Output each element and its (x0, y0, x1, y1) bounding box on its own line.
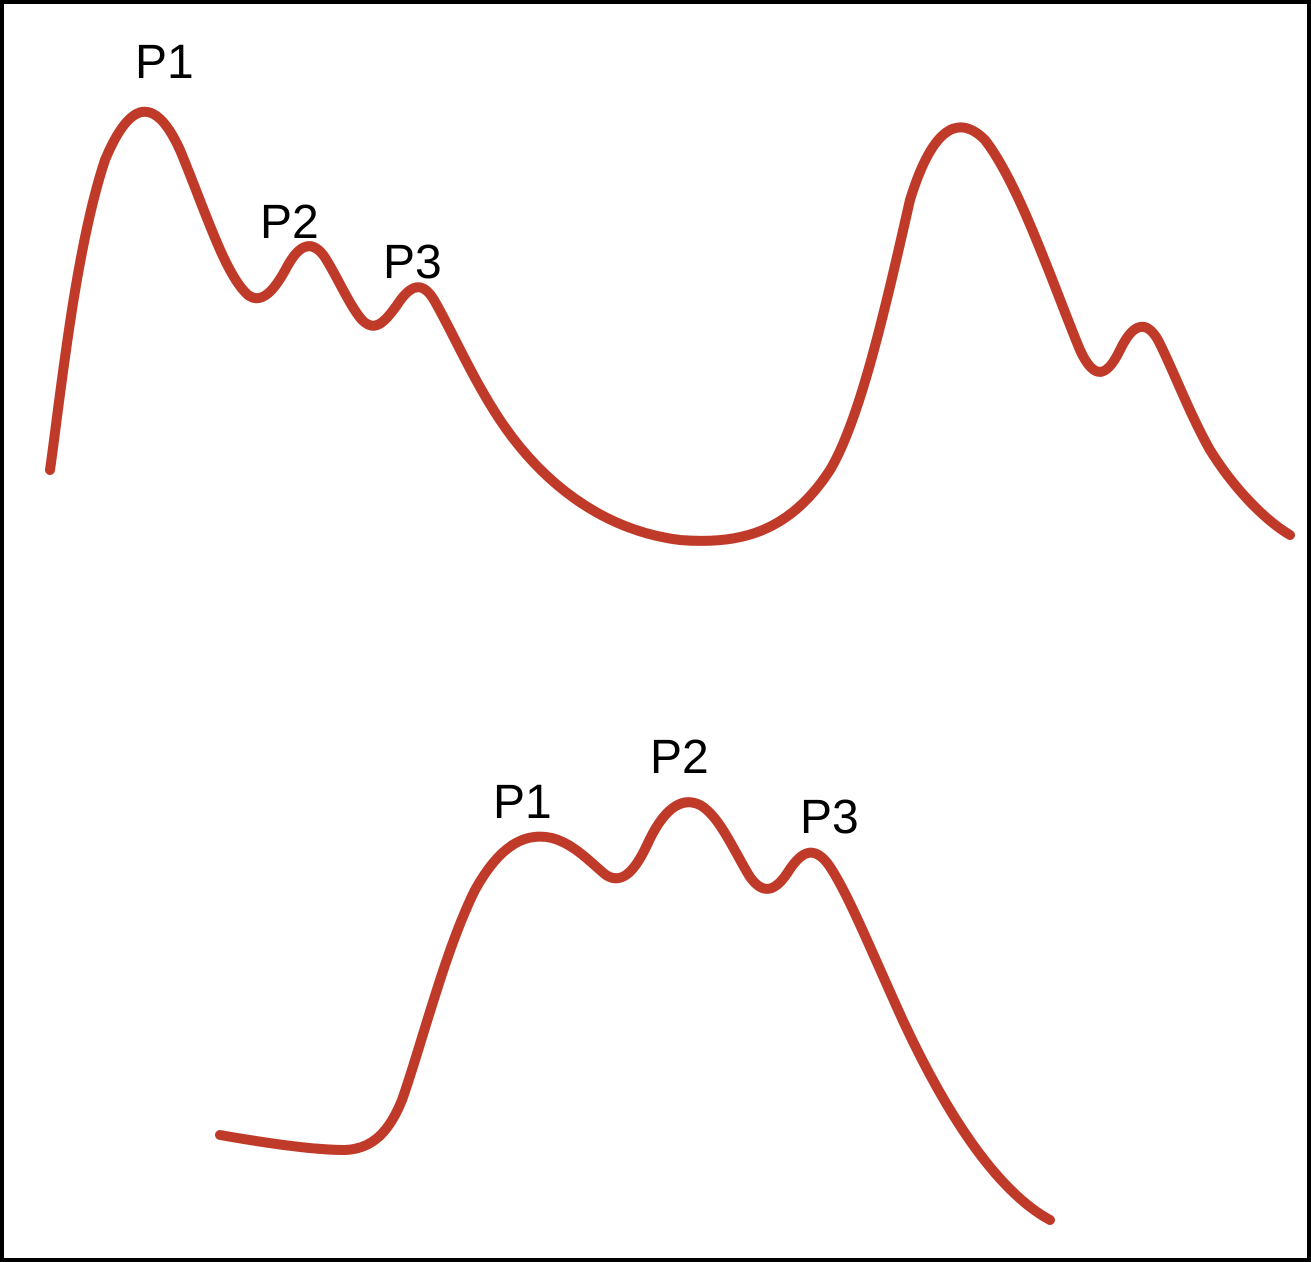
top-waveform-svg (0, 0, 1311, 600)
top-label-p1: P1 (135, 35, 194, 90)
bottom-waveform-svg (0, 630, 1311, 1250)
bottom-label-p2: P2 (650, 730, 709, 785)
top-label-p3: P3 (383, 235, 442, 290)
bottom-label-p3: P3 (800, 790, 859, 845)
bottom-label-p1: P1 (493, 775, 552, 830)
top-label-p2: P2 (260, 195, 319, 250)
bottom-waveform-path (220, 802, 1050, 1220)
top-waveform-path (50, 112, 1290, 541)
